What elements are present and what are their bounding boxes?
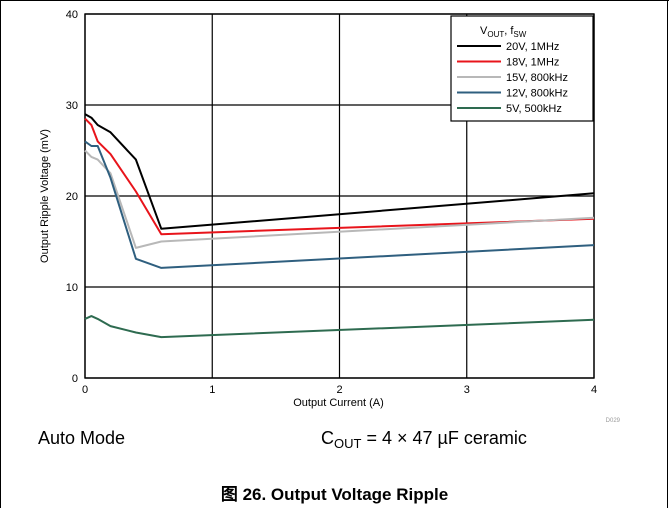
- series-line: [84, 315, 595, 339]
- frame-left-border: [0, 0, 1, 508]
- figure-code: D029: [606, 418, 621, 424]
- x-tick-label: 4: [591, 384, 597, 396]
- legend-label: 5V, 500kHz: [506, 103, 562, 115]
- legend-title-part: , f: [504, 25, 514, 37]
- series-line: [84, 113, 595, 230]
- frame-top-border: [0, 0, 669, 1]
- legend-title-subscript: OUT: [487, 30, 504, 39]
- legend-label: 18V, 1MHz: [506, 57, 559, 69]
- legend-label: 12V, 800kHz: [506, 88, 568, 100]
- cout-value: = 4 × 47 µF ceramic: [361, 428, 527, 448]
- y-tick-label: 10: [66, 282, 78, 294]
- y-axis-label: Output Ripple Voltage (mV): [39, 129, 51, 263]
- y-tick-label: 0: [72, 373, 78, 385]
- legend-box: [450, 15, 594, 122]
- plot-border: [84, 13, 595, 379]
- cout-symbol: C: [321, 428, 334, 448]
- cout-caption: COUT = 4 × 47 µF ceramic: [321, 428, 527, 451]
- series-line: [84, 149, 595, 249]
- x-axis-label: Output Current (A): [293, 397, 383, 409]
- legend-title-part: V: [480, 25, 488, 37]
- legend-label: 15V, 800kHz: [506, 72, 568, 84]
- x-tick-label: 3: [464, 384, 470, 396]
- cout-subscript: OUT: [334, 436, 362, 451]
- series-line: [84, 140, 595, 269]
- legend-title: VOUT, fSW: [480, 25, 527, 39]
- series-line: [84, 117, 595, 236]
- frame-right-border: [667, 0, 668, 508]
- y-tick-label: 20: [66, 191, 78, 203]
- auto-mode-caption: Auto Mode: [38, 428, 126, 448]
- x-tick-label: 0: [82, 384, 88, 396]
- legend-title-subscript: SW: [513, 30, 526, 39]
- legend-label: 20V, 1MHz: [506, 41, 559, 53]
- y-tick-label: 40: [66, 9, 78, 21]
- x-tick-label: 1: [209, 384, 215, 396]
- y-tick-label: 30: [66, 100, 78, 112]
- figure-title: 图 26. Output Voltage Ripple: [220, 485, 449, 504]
- x-tick-label: 2: [336, 384, 342, 396]
